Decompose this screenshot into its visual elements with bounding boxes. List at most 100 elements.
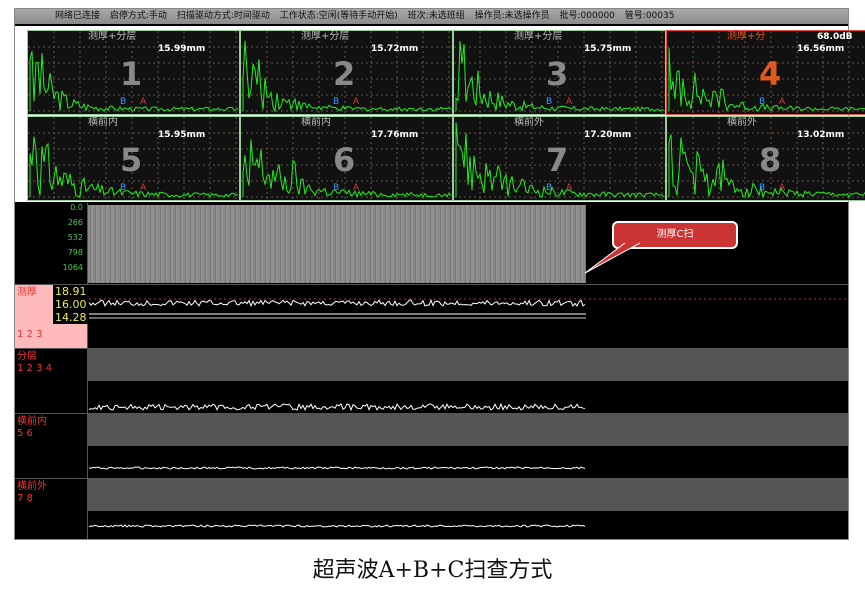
strip-gap xyxy=(88,381,848,383)
channel-thickness: 13.02mm xyxy=(797,130,845,140)
axis-tick: 532 xyxy=(67,233,83,242)
gate-a-marker: A xyxy=(566,183,573,193)
channel-1[interactable]: 测厚+分层 15.99mm 1 B A xyxy=(27,30,240,115)
gate-a-marker: A xyxy=(353,97,360,107)
channel-8[interactable]: 横前外 13.02mm 8 B A xyxy=(666,116,865,201)
channel-thickness: 15.99mm xyxy=(158,44,206,54)
channel-title: 横前内 xyxy=(88,117,118,128)
channel-number: 4 xyxy=(759,55,782,93)
channel-number: 5 xyxy=(120,141,143,179)
gate-a-marker: A xyxy=(140,97,147,107)
channel-thickness: 15.72mm xyxy=(371,44,419,54)
gate-a-marker: A xyxy=(566,97,573,107)
strip-2: 分层 1 2 3 4 xyxy=(15,348,848,414)
thickness-value: 18.91 xyxy=(55,285,87,298)
axis-tick: 798 xyxy=(67,248,83,257)
bscan-trace xyxy=(88,402,586,412)
status-start-mode: 启停方式:手动 xyxy=(109,11,167,21)
status-network: 网络已连接 xyxy=(55,11,101,21)
strip-channels: 1 2 3 4 xyxy=(17,363,52,374)
channel-5[interactable]: 横前内 15.95mm 5 B A xyxy=(27,116,240,201)
axis-tick: 266 xyxy=(67,218,83,227)
gate-b-marker: B xyxy=(333,97,340,107)
channel-number: 8 xyxy=(759,141,782,179)
strip-4: 横前外 7 8 xyxy=(15,478,848,540)
channel-thickness: 15.95mm xyxy=(158,130,206,140)
channel-7[interactable]: 横前外 17.20mm 7 B A xyxy=(453,116,666,201)
gate-b-marker: B xyxy=(759,97,766,107)
channel-gain: 68.0dB xyxy=(817,32,853,42)
status-bar: 网络已连接 启停方式:手动 扫描驱动方式:时间驱动 工作状态:空闲(等待手动开始… xyxy=(15,9,848,24)
strip-channels: 1 2 3 xyxy=(17,329,43,340)
gate-b-marker: B xyxy=(759,183,766,193)
gate-b-marker: B xyxy=(120,97,127,107)
ascan-waveform xyxy=(241,31,452,114)
strip-3: 横前内 5 6 xyxy=(15,413,848,479)
cscan-view[interactable] xyxy=(88,205,586,283)
channel-title: 横前外 xyxy=(514,117,544,128)
gate-b-marker: B xyxy=(546,97,553,107)
channel-thickness: 16.56mm xyxy=(797,44,845,54)
bscan-trace xyxy=(88,524,586,528)
ascan-waveform xyxy=(28,117,239,200)
bscan-trace xyxy=(88,298,848,319)
strip-name: 测厚 xyxy=(17,287,37,298)
ascan-grid: 测厚+分层 15.99mm 1 B A 测厚+分层 15.72mm 2 B A … xyxy=(15,26,865,202)
channel-2[interactable]: 测厚+分层 15.72mm 2 B A xyxy=(240,30,453,115)
ascan-waveform xyxy=(667,117,865,200)
channel-thickness: 17.20mm xyxy=(584,130,632,140)
channel-6[interactable]: 横前内 17.76mm 6 B A xyxy=(240,116,453,201)
strip-band xyxy=(88,479,848,511)
strip-channels: 5 6 xyxy=(17,428,33,439)
ascan-waveform xyxy=(454,117,665,200)
channel-thickness: 15.75mm xyxy=(584,44,632,54)
channel-title: 测厚+分层 xyxy=(514,31,563,42)
channel-number: 6 xyxy=(333,141,356,179)
figure-caption: 超声波A+B+C扫查方式 xyxy=(312,558,553,583)
ascan-waveform xyxy=(454,31,665,114)
strip-label: 测厚 xyxy=(17,287,37,299)
callout-pointer xyxy=(584,242,641,274)
channel-title: 测厚+分层 xyxy=(301,31,350,42)
strip-channels: 7 8 xyxy=(17,493,33,504)
strip-label: 横前外 7 8 xyxy=(17,481,47,505)
gate-a-marker: A xyxy=(353,183,360,193)
channel-4[interactable]: 测厚+分 68.0dB 16.56mm 4 B A xyxy=(666,30,865,115)
status-batch: 批号:000000 xyxy=(559,11,615,21)
channel-number: 2 xyxy=(333,55,356,93)
gate-a-marker: A xyxy=(779,97,786,107)
channel-title: 横前外 xyxy=(727,117,757,128)
strip-name: 横前外 xyxy=(17,481,47,492)
channel-number: 3 xyxy=(546,55,569,93)
ascan-waveform xyxy=(241,117,452,200)
channel-title: 横前内 xyxy=(301,117,331,128)
app-window: 网络已连接 启停方式:手动 扫描驱动方式:时间驱动 工作状态:空闲(等待手动开始… xyxy=(14,8,865,540)
gate-b-marker: B xyxy=(120,183,127,193)
axis-tick: 0.0 xyxy=(70,203,83,212)
strip-band xyxy=(88,349,848,381)
status-shift: 班次:未选班组 xyxy=(407,11,465,21)
strip-gap xyxy=(88,446,848,448)
strip-1: 测厚 1 2 3 18.91 16.00 14.28 xyxy=(15,284,848,349)
channel-title: 测厚+分 xyxy=(727,31,766,42)
channel-title: 测厚+分层 xyxy=(88,31,137,42)
channel-number: 1 xyxy=(120,55,143,93)
axis-tick: 1064 xyxy=(62,263,83,272)
strip-gap xyxy=(88,511,848,513)
channel-number: 7 xyxy=(546,141,569,179)
status-work-state: 工作状态:空闲(等待手动开始) xyxy=(279,11,398,21)
status-operator: 操作员:未选操作员 xyxy=(474,11,550,21)
thickness-values: 18.91 16.00 14.28 xyxy=(53,285,89,324)
status-drive-mode: 扫描驱动方式:时间驱动 xyxy=(176,11,270,21)
ascan-waveform xyxy=(28,31,239,114)
strip-label: 分层 1 2 3 4 xyxy=(17,351,52,375)
channel-3[interactable]: 测厚+分层 15.75mm 3 B A xyxy=(453,30,666,115)
strip-label: 横前内 5 6 xyxy=(17,416,47,440)
gate-a-marker: A xyxy=(140,183,147,193)
strip-name: 分层 xyxy=(17,351,37,362)
gate-b-marker: B xyxy=(333,183,340,193)
left-column xyxy=(15,203,88,539)
strip-name: 横前内 xyxy=(17,416,47,427)
gate-a-marker: A xyxy=(779,183,786,193)
thickness-value: 16.00 xyxy=(55,298,87,311)
